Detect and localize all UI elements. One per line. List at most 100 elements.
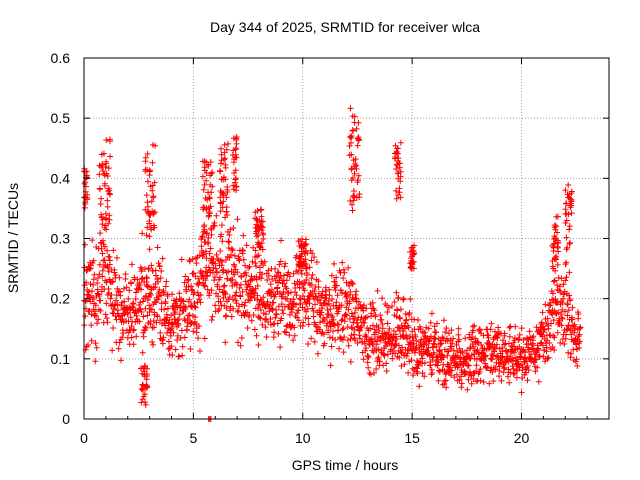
data-point (468, 336, 475, 343)
data-point (150, 209, 157, 216)
data-point (222, 176, 229, 183)
data-point (215, 293, 222, 300)
data-point (175, 316, 182, 323)
data-point (350, 193, 357, 200)
data-point (546, 332, 553, 339)
data-point (104, 247, 111, 254)
data-point (362, 314, 369, 321)
data-point (302, 314, 309, 321)
data-point (415, 362, 422, 369)
data-point (411, 242, 418, 249)
data-point (565, 307, 572, 314)
data-point (477, 366, 484, 373)
data-point (245, 264, 252, 271)
data-point (95, 316, 102, 323)
data-point (543, 344, 550, 351)
data-point (254, 282, 261, 289)
data-point (539, 342, 546, 349)
data-point (207, 245, 214, 252)
data-point (540, 323, 547, 330)
data-point (430, 349, 437, 356)
data-point (398, 322, 405, 329)
data-point (347, 335, 354, 342)
data-point (520, 337, 527, 344)
data-point (346, 298, 353, 305)
data-point (552, 235, 559, 242)
data-point (233, 289, 240, 296)
data-point (355, 172, 362, 179)
data-point (565, 181, 572, 188)
data-point (156, 263, 163, 270)
data-point (506, 379, 513, 386)
data-point (104, 197, 111, 204)
data-point (281, 263, 288, 270)
data-point (331, 260, 338, 267)
data-point (231, 252, 238, 259)
data-point (546, 339, 553, 346)
data-point (549, 290, 556, 297)
data-point (283, 277, 290, 284)
data-point (325, 310, 332, 317)
data-point (456, 336, 463, 343)
data-point (435, 377, 442, 384)
data-point (348, 332, 355, 339)
data-point (182, 304, 189, 311)
data-point (303, 300, 310, 307)
data-point (575, 311, 582, 318)
data-point (139, 298, 146, 305)
data-point (125, 295, 132, 302)
data-point (414, 317, 421, 324)
data-point (285, 269, 292, 276)
data-point (113, 297, 120, 304)
data-point (288, 323, 295, 330)
data-point (311, 254, 318, 261)
data-point (216, 305, 223, 312)
data-point (416, 383, 423, 390)
data-point (200, 251, 207, 258)
data-point (233, 154, 240, 161)
data-point (393, 187, 400, 194)
data-point (553, 253, 560, 260)
data-point (365, 364, 372, 371)
data-point (106, 257, 113, 264)
data-point (260, 294, 267, 301)
data-point (313, 259, 320, 266)
data-point (380, 362, 387, 369)
data-point (230, 159, 237, 166)
y-tick-label: 0.5 (51, 110, 71, 126)
data-point (371, 326, 378, 333)
data-point (395, 342, 402, 349)
data-point (402, 310, 409, 317)
data-point (144, 283, 151, 290)
data-point (222, 214, 229, 221)
data-point (304, 272, 311, 279)
data-point (233, 300, 240, 307)
x-tick-label: 15 (404, 430, 420, 446)
data-point (351, 309, 358, 316)
data-point (355, 136, 362, 143)
data-point (242, 278, 249, 285)
data-point (558, 275, 565, 282)
data-point (206, 209, 213, 216)
x-tick-label: 20 (514, 430, 530, 446)
data-point (88, 322, 95, 329)
data-point (88, 288, 95, 295)
data-point (296, 295, 303, 302)
data-point (276, 261, 283, 268)
data-point (203, 255, 210, 262)
data-point (562, 308, 569, 315)
data-point (257, 307, 264, 314)
data-point (146, 233, 153, 240)
data-point (320, 331, 327, 338)
data-point (209, 313, 216, 320)
data-point (165, 338, 172, 345)
data-point (393, 161, 400, 168)
data-point (364, 359, 371, 366)
data-point (267, 316, 274, 323)
data-point (353, 165, 360, 172)
y-tick-labels: 0 0.1 0.2 0.3 0.4 0.5 0.6 (51, 50, 71, 427)
data-point (295, 317, 302, 324)
data-point (126, 287, 133, 294)
data-point (242, 299, 249, 306)
data-point (199, 173, 206, 180)
